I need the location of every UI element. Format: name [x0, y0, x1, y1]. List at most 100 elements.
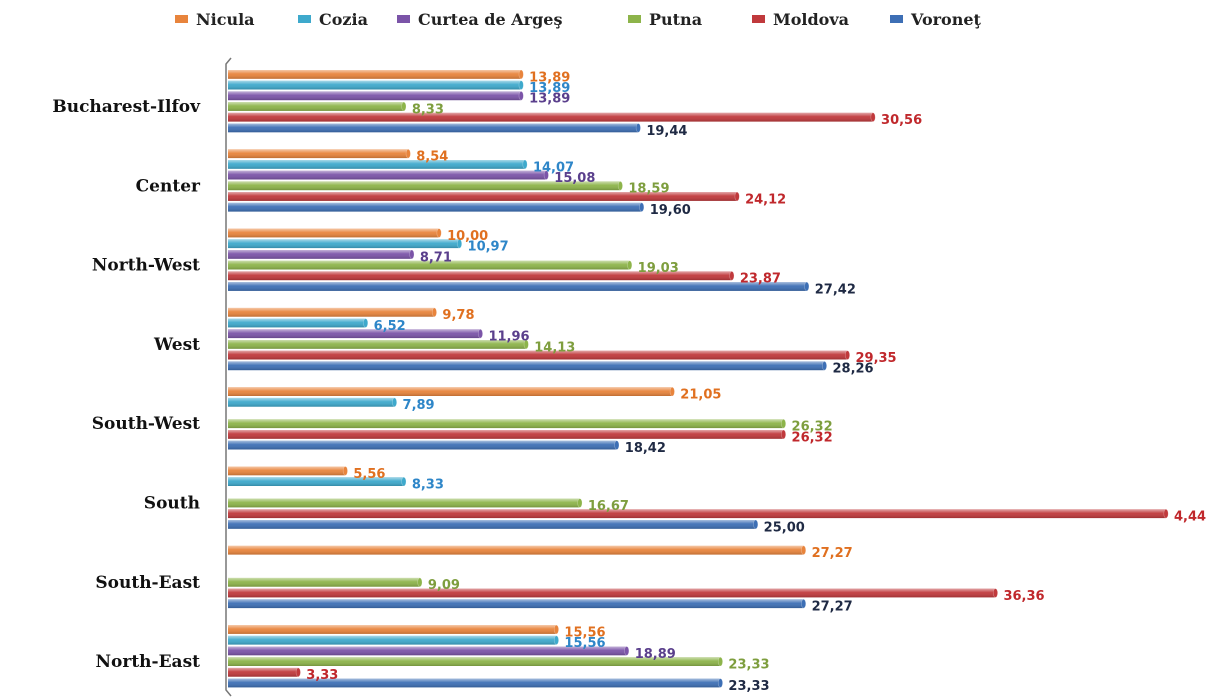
category-label-west: West	[153, 335, 200, 355]
bar-west-voronet	[228, 361, 827, 371]
bar-north-west-nicula	[228, 228, 442, 238]
bar-south-moldova	[228, 509, 1169, 519]
bar-south-east-voronet	[228, 598, 807, 609]
value-label-west-curtea-de-arges: 11,96	[488, 330, 529, 345]
bar-north-east-voronet	[228, 678, 723, 688]
legend-swatch-voronet	[890, 15, 903, 23]
legend-swatch-cozia	[298, 15, 311, 23]
y-axis	[225, 57, 232, 697]
value-label-north-west-voronet: 27,42	[815, 282, 856, 297]
bar-center-voronet	[228, 202, 645, 212]
value-label-north-east-curtea-de-arges: 18,89	[635, 647, 676, 662]
bar-south-putna	[228, 498, 583, 508]
bar-north-east-nicula	[228, 624, 559, 635]
value-label-bucharest-ilfov-curtea-de-arges: 13,89	[529, 92, 570, 107]
value-label-south-nicula: 5,56	[353, 467, 385, 482]
bars	[228, 69, 1169, 688]
value-label-center-moldova: 24,12	[745, 192, 786, 207]
bar-south-cozia	[228, 476, 407, 487]
bar-bucharest-ilfov-cozia	[228, 80, 524, 90]
value-label-center-cozia: 14,07	[533, 160, 574, 175]
value-label-bucharest-ilfov-cozia: 13,89	[529, 81, 570, 96]
legend-swatch-putna	[628, 15, 641, 23]
value-label-south-moldova: 4,44	[1174, 510, 1206, 525]
legend-swatch-curtea-de-arges	[397, 15, 410, 23]
value-label-south-east-moldova: 36,36	[1003, 589, 1044, 604]
value-label-north-west-cozia: 10,97	[468, 240, 509, 255]
value-label-center-curtea-de-arges: 15,08	[554, 171, 595, 186]
bar-bucharest-ilfov-moldova	[228, 112, 876, 122]
value-label-south-cozia: 8,33	[412, 478, 444, 493]
legend-label-putna: Putna	[649, 10, 702, 29]
bar-north-west-voronet	[228, 281, 810, 292]
value-label-north-east-moldova: 3,33	[306, 668, 338, 683]
bar-center-curtea-de-arges	[228, 170, 549, 180]
value-label-west-nicula: 9,78	[442, 308, 474, 323]
category-labels: Bucharest-Ilfov Center North-West West South…	[52, 97, 201, 672]
bar-north-west-cozia	[228, 239, 463, 249]
bar-south-west-voronet	[228, 440, 620, 450]
value-label-north-west-moldova: 23,87	[740, 272, 781, 287]
bar-north-west-moldova	[228, 271, 735, 281]
bar-west-nicula	[228, 307, 437, 317]
bar-north-east-cozia	[228, 635, 559, 645]
value-label-bucharest-ilfov-putna: 8,33	[412, 102, 444, 117]
bar-west-cozia	[228, 318, 369, 328]
category-label-south: South	[144, 494, 200, 514]
value-label-south-voronet: 25,00	[764, 520, 805, 535]
value-label-north-east-putna: 23,33	[728, 658, 769, 673]
value-label-south-east-voronet: 27,27	[812, 600, 853, 615]
category-label-north-west: North-West	[92, 256, 200, 276]
legend-label-cozia: Cozia	[319, 10, 368, 29]
value-label-south-west-nicula: 21,05	[680, 388, 721, 403]
y-axis-line	[225, 57, 232, 697]
category-label-bucharest-ilfov: Bucharest-Ilfov	[52, 97, 201, 117]
value-label-south-east-putna: 9,09	[428, 578, 460, 593]
value-label-bucharest-ilfov-moldova: 30,56	[881, 113, 922, 128]
value-label-south-west-voronet: 18,42	[625, 441, 666, 456]
bar-bucharest-ilfov-voronet	[228, 123, 641, 133]
value-label-north-east-cozia: 15,56	[564, 636, 605, 651]
legend-label-voronet: Voroneţ	[910, 10, 982, 29]
bar-bucharest-ilfov-nicula	[228, 69, 524, 80]
bar-center-nicula	[228, 149, 411, 159]
bar-center-putna	[228, 181, 623, 191]
bar-south-west-moldova	[228, 429, 787, 440]
value-label-north-west-nicula: 10,00	[447, 229, 488, 244]
value-label-north-west-putna: 19,03	[638, 261, 679, 276]
bar-south-voronet	[228, 519, 759, 530]
bar-center-moldova	[228, 191, 740, 202]
bar-west-curtea-de-arges	[228, 329, 483, 339]
bar-south-west-putna	[228, 419, 787, 429]
value-labels: 13,8913,8913,898,3330,5619,448,5414,0715…	[306, 70, 1206, 694]
bar-west-moldova	[228, 350, 850, 360]
value-label-center-putna: 18,59	[628, 182, 669, 197]
value-label-south-west-putna: 26,32	[792, 420, 833, 435]
legend-label-curtea-de-arges: Curtea de Argeş	[418, 10, 562, 29]
bar-south-east-nicula	[228, 545, 807, 555]
category-label-center: Center	[136, 176, 201, 196]
value-label-center-voronet: 19,60	[650, 203, 691, 218]
legend-label-moldova: Moldova	[773, 10, 849, 29]
bar-north-east-curtea-de-arges	[228, 646, 630, 656]
legend-swatch-moldova	[752, 15, 765, 23]
bar-north-west-curtea-de-arges	[228, 249, 415, 260]
value-label-bucharest-ilfov-voronet: 19,44	[646, 124, 687, 139]
legend-label-nicula: Nicula	[196, 10, 255, 29]
value-label-west-moldova: 29,35	[855, 351, 896, 366]
bar-south-east-moldova	[228, 588, 998, 598]
legend: Nicula Cozia Curtea de Argeş Putna Moldova Vo…	[175, 10, 982, 29]
bar-north-west-putna	[228, 260, 633, 270]
legend-swatch-nicula	[175, 15, 188, 23]
bar-west-putna	[228, 339, 529, 350]
value-label-north-west-curtea-de-arges: 8,71	[420, 250, 452, 265]
category-label-south-east: South-East	[95, 573, 200, 593]
bar-north-east-moldova	[228, 667, 301, 677]
value-label-south-east-nicula: 27,27	[812, 546, 853, 561]
bar-bucharest-ilfov-curtea-de-arges	[228, 91, 524, 101]
value-label-center-nicula: 8,54	[416, 150, 448, 165]
value-label-north-east-nicula: 15,56	[564, 625, 605, 640]
value-label-west-cozia: 6,52	[374, 319, 406, 334]
category-label-north-east: North-East	[96, 652, 201, 672]
